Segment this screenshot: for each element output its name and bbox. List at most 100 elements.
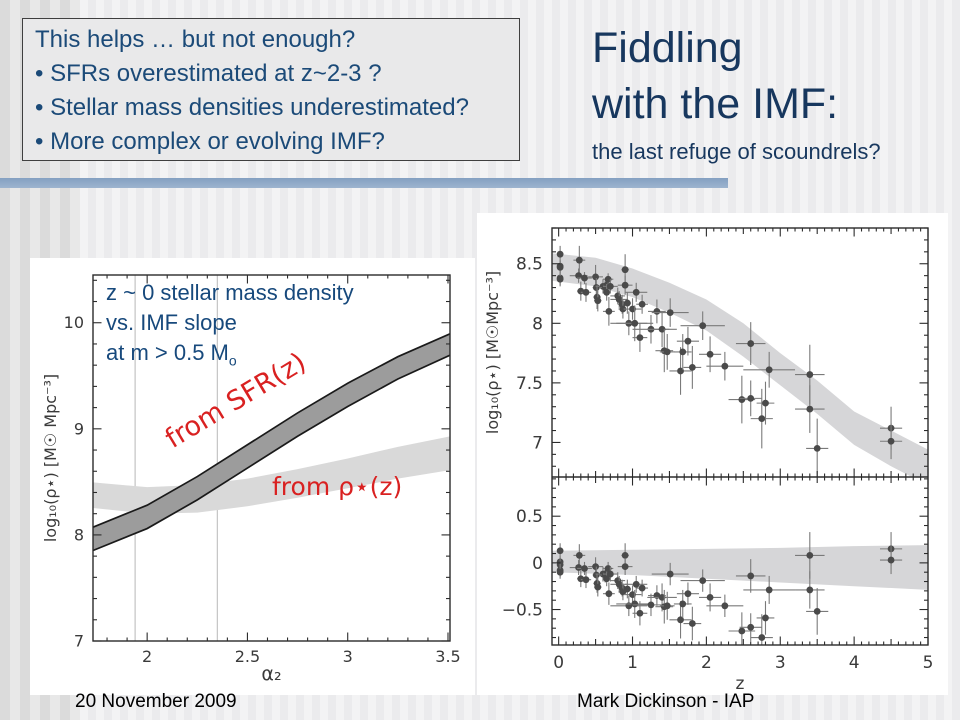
left-plot-annotation: z ~ 0 stellar mass density vs. IMF slope…	[106, 278, 354, 375]
svg-text:1: 1	[627, 653, 638, 673]
data-point	[653, 307, 661, 315]
band	[93, 332, 450, 552]
svg-text:7.5: 7.5	[516, 374, 543, 394]
plot-frame	[551, 227, 929, 646]
data-point	[806, 586, 814, 594]
svg-text:2.5: 2.5	[235, 647, 260, 666]
question-line: This helps … but not enough?	[35, 26, 356, 53]
data-point	[747, 394, 755, 402]
data-point	[632, 288, 640, 296]
slide-title: Fiddling with the IMF: the last refuge o…	[592, 20, 881, 165]
data-point	[738, 396, 746, 403]
data-point	[631, 600, 639, 608]
title-subtitle: the last refuge of scoundrels?	[592, 139, 881, 164]
data-point	[706, 594, 714, 601]
data-point	[666, 570, 674, 578]
title-line-2: with the IMF:	[592, 80, 839, 128]
data-point	[581, 274, 588, 282]
svg-text:2: 2	[701, 653, 712, 673]
data-point	[699, 577, 707, 584]
data-point	[666, 309, 674, 316]
data-point	[679, 348, 687, 356]
svg-text:7: 7	[74, 632, 84, 651]
data-point	[688, 363, 696, 371]
data-point	[647, 601, 655, 609]
data-point	[582, 288, 590, 296]
data-point	[762, 399, 769, 407]
svg-text:0: 0	[553, 653, 564, 673]
data-point	[594, 297, 602, 305]
data-point	[621, 552, 629, 559]
data-point	[592, 571, 600, 579]
model-band	[552, 253, 928, 477]
data-point	[577, 575, 585, 583]
data-point	[806, 371, 814, 378]
data-point	[638, 584, 646, 592]
data-point	[887, 556, 895, 564]
data-point	[556, 263, 564, 271]
data-point	[813, 445, 821, 452]
data-point	[721, 362, 729, 370]
data-point	[605, 307, 613, 315]
data-point	[677, 616, 684, 624]
y-axis-label: log₁₀(ρ⋆) [M☉Mpc⁻³]	[483, 271, 502, 434]
data-point	[706, 350, 714, 358]
footer-date: 20 November 2009	[75, 691, 237, 712]
data-point	[699, 322, 707, 330]
data-point	[688, 620, 696, 627]
data-point	[721, 602, 729, 610]
svg-text:0: 0	[532, 554, 543, 574]
data-point	[592, 284, 600, 291]
data-point	[605, 590, 613, 598]
left-plot: 2 2.5 3 3.5 7 8 9 10 α₂ log₁₀(ρ⋆) [M☉ Mpc⁻³] z ~ …	[30, 258, 475, 695]
title-line-1: Fiddling	[592, 24, 743, 72]
data-point	[575, 256, 583, 264]
svg-text:7: 7	[532, 433, 543, 453]
data-point	[813, 608, 821, 615]
svg-text:2: 2	[142, 647, 152, 666]
svg-text:3.5: 3.5	[435, 647, 460, 666]
y-axis-label: log₁₀(ρ⋆) [M☉ Mpc⁻³]	[41, 374, 60, 542]
data-point	[636, 334, 644, 342]
data-point	[594, 583, 602, 591]
x-axis-label: z	[736, 674, 745, 694]
data-point	[575, 564, 582, 571]
data-point	[623, 299, 631, 307]
data-point	[621, 266, 629, 274]
svg-text:4: 4	[849, 653, 860, 673]
data-point	[765, 366, 773, 374]
data-point	[621, 563, 629, 570]
data-point	[556, 275, 564, 283]
data-point	[663, 602, 671, 610]
data-point	[806, 405, 814, 413]
data-point	[762, 614, 769, 622]
data-point	[592, 273, 599, 281]
data-point	[747, 340, 755, 347]
imf-slope-chart: 2 2.5 3 3.5 7 8 9 10 α₂ log₁₀(ρ⋆) [M☉ Mpc⁻³]	[41, 274, 461, 685]
plot-frame	[92, 274, 451, 642]
svg-text:8: 8	[74, 525, 84, 544]
data-point	[556, 547, 564, 555]
question-box: This helps … but not enough? • SFRs over…	[22, 18, 520, 161]
annotation-line: vs. IMF slope	[106, 310, 237, 335]
data-point	[638, 300, 646, 308]
annotation-line: at m > 0.5 Mo	[106, 340, 237, 369]
svg-text:0.5: 0.5	[516, 507, 543, 527]
data-point	[575, 552, 583, 559]
data-point	[581, 565, 588, 572]
svg-text:3: 3	[343, 647, 353, 666]
bullet-line: • Stellar mass densities underestimated?	[35, 94, 469, 121]
data-point	[684, 337, 692, 345]
data-point	[603, 288, 611, 296]
data-point	[631, 319, 639, 327]
x-axis-label: α₂	[261, 663, 281, 685]
data-point	[747, 572, 755, 580]
data-point	[582, 576, 590, 584]
data-point	[738, 627, 746, 635]
svg-text:10: 10	[64, 313, 84, 332]
data-point	[747, 623, 755, 631]
top-panel	[552, 245, 928, 477]
data-point	[636, 609, 644, 617]
data-point	[592, 563, 599, 570]
